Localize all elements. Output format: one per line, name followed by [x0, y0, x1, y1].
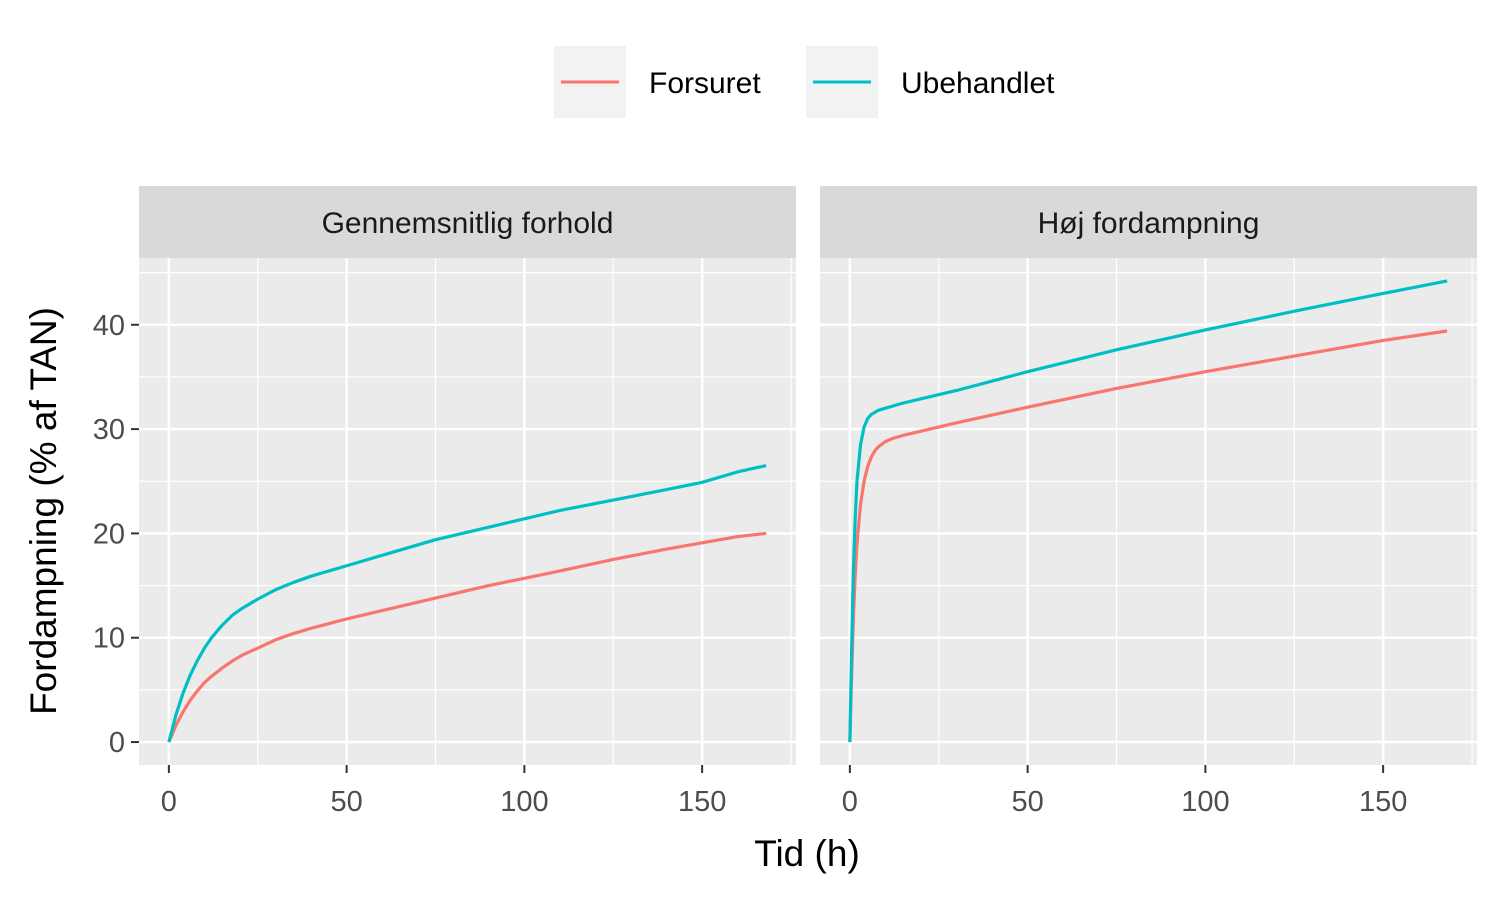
series-lines — [848, 279, 1448, 743]
facet-hoej-fordampning: Høj fordampning 0 50 100 150 — [820, 186, 1477, 818]
grid-lines — [820, 258, 1477, 765]
facet-title: Høj fordampning — [1038, 207, 1260, 240]
y-axis-title: Fordampning (% af TAN) — [23, 307, 64, 715]
facet-gennemsnitlig-forhold: Gennemsnitlig forhold 0 50 100 150 — [139, 186, 796, 818]
x-tick-label: 50 — [330, 786, 362, 818]
x-axis-title: Tid (h) — [754, 833, 860, 874]
y-axis: 0 10 20 30 40 — [93, 310, 139, 759]
y-tick-label: 40 — [93, 310, 125, 342]
facet-title: Gennemsnitlig forhold — [322, 207, 614, 240]
legend-label-forsuret: Forsuret — [649, 67, 761, 100]
series-line-ubehandlet — [848, 279, 1448, 743]
series-line-ubehandlet — [167, 464, 767, 743]
x-tick-label: 150 — [1359, 786, 1407, 818]
x-axis: 0 50 100 150 — [842, 765, 1407, 818]
x-tick-label: 0 — [161, 786, 177, 818]
legend: Forsuret Ubehandlet — [554, 46, 1055, 118]
x-tick-label: 100 — [1181, 786, 1229, 818]
panel-background — [820, 258, 1477, 765]
x-tick-label: 100 — [500, 786, 548, 818]
x-axis: 0 50 100 150 — [161, 765, 726, 818]
y-tick-label: 30 — [93, 414, 125, 446]
series-line-forsuret — [848, 329, 1448, 743]
y-tick-label: 20 — [93, 518, 125, 550]
facet-strip — [820, 186, 1477, 258]
x-tick-label: 150 — [678, 786, 726, 818]
facet-strip — [139, 186, 796, 258]
x-tick-label: 0 — [842, 786, 858, 818]
y-tick-label: 0 — [109, 727, 125, 759]
x-tick-label: 50 — [1011, 786, 1043, 818]
series-line-forsuret — [167, 531, 767, 743]
grid-lines — [139, 258, 796, 765]
y-tick-label: 10 — [93, 623, 125, 655]
series-lines — [167, 464, 767, 743]
panel-background — [139, 258, 796, 765]
legend-label-ubehandlet: Ubehandlet — [901, 67, 1055, 100]
